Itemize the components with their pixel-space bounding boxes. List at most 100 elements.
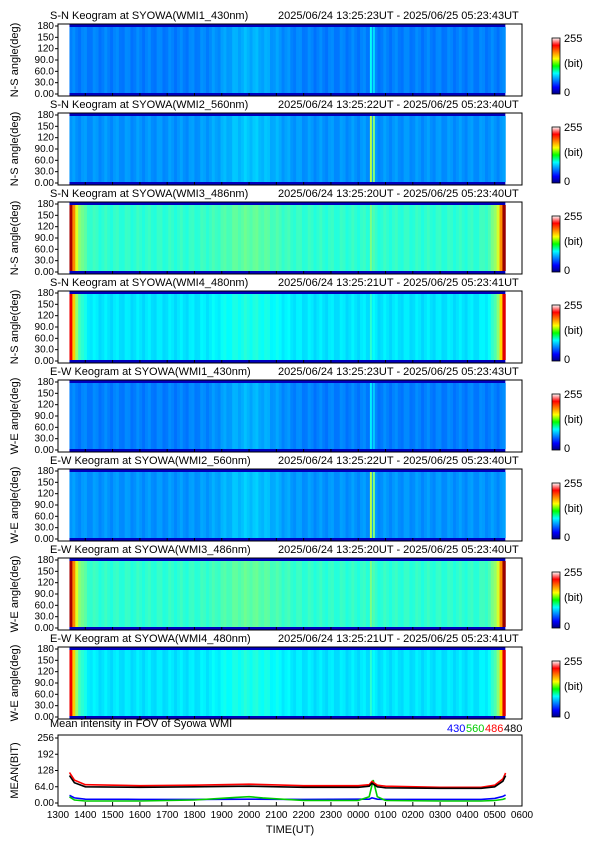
heatmap-column (162, 294, 166, 360)
heatmap-column (214, 383, 219, 449)
colorbar (551, 215, 561, 273)
heatmap-column (455, 205, 460, 271)
heatmap-column (269, 561, 274, 627)
heatmap-column (124, 116, 128, 182)
heatmap-column (182, 561, 187, 627)
heatmap-column (502, 27, 506, 93)
heatmap-column (499, 27, 503, 93)
heatmap-column (458, 294, 463, 360)
heatmap-column (485, 27, 489, 93)
heatmap-column (145, 27, 149, 93)
heatmap-column (179, 383, 184, 449)
heatmap-column (232, 561, 236, 627)
heatmap-column (107, 472, 111, 538)
heatmap-column (165, 561, 169, 627)
heatmap-column (249, 561, 253, 627)
heatmap-column (217, 27, 221, 93)
heatmap-column (470, 561, 474, 627)
heatmap-column (258, 472, 262, 538)
colorbar-max-label: 255 (564, 122, 582, 134)
heatmap-column (485, 294, 489, 360)
heatmap-column (113, 205, 117, 271)
keogram-ytick-label: 30.0 (35, 612, 55, 623)
keogram-ytick-label: 120 (37, 311, 54, 322)
heatmap-column (162, 561, 166, 627)
heatmap-column (272, 27, 277, 93)
heatmap-column (482, 383, 486, 449)
heatmap-column (217, 116, 221, 182)
heatmap-column (473, 205, 477, 271)
heatmap-column (394, 383, 399, 449)
heatmap-column (130, 472, 134, 538)
keogram-ytick-label: 30.0 (35, 523, 55, 534)
keogram-ylabel: N-S angle(deg) (9, 201, 21, 276)
heatmap-column (226, 650, 230, 716)
colorbar-min-label: 0 (564, 532, 570, 544)
heatmap-column (124, 27, 128, 93)
heatmap-column (345, 27, 349, 93)
heatmap-column (389, 205, 393, 271)
heatmap-column (499, 561, 503, 627)
heatmap-column (336, 116, 341, 182)
heatmap-column (145, 294, 149, 360)
heatmap-column (362, 27, 367, 93)
heatmap-column (86, 205, 91, 271)
heatmap-column (426, 27, 431, 93)
heatmap-column (127, 116, 131, 182)
heatmap-column (115, 650, 120, 716)
heatmap-column (333, 650, 338, 716)
heatmap-column (316, 294, 320, 360)
heatmap-column (159, 561, 163, 627)
heatmap-column (238, 472, 242, 538)
heatmap-column (214, 116, 219, 182)
heatmap-column (490, 650, 495, 716)
heatmap-column (142, 383, 146, 449)
heatmap-streak (372, 116, 375, 182)
heatmap-column (345, 116, 349, 182)
heatmap-column (107, 294, 111, 360)
heatmap-column (331, 294, 335, 360)
heatmap-column (185, 294, 190, 360)
heatmap-column (153, 561, 158, 627)
heatmap-column (133, 472, 137, 538)
heatmap-column (197, 383, 201, 449)
heatmap-column (232, 294, 236, 360)
heatmap-column (447, 27, 451, 93)
heatmap-column (284, 561, 288, 627)
heatmap-column (139, 472, 143, 538)
heatmap-column (313, 27, 317, 93)
heatmap-column (403, 650, 407, 716)
heatmap-column (299, 383, 303, 449)
heatmap-column (499, 294, 503, 360)
heatmap-column (499, 205, 503, 271)
heatmap-column (238, 650, 242, 716)
heatmap-column (487, 472, 492, 538)
heatmap-column (147, 561, 152, 627)
heatmap-column (104, 294, 108, 360)
heatmap-streak (372, 294, 375, 360)
heatmap-column (357, 116, 361, 182)
heatmap-column (194, 27, 198, 93)
heatmap-column (223, 27, 227, 93)
heatmap-column (348, 561, 352, 627)
heatmap-column (246, 383, 251, 449)
heatmap-column (380, 561, 384, 627)
heatmap-column (101, 561, 105, 627)
colorbar (551, 37, 561, 95)
heatmap-column (458, 561, 463, 627)
heatmap-column (188, 383, 192, 449)
mean-xtick-label: 0000 (347, 810, 370, 821)
heatmap-column (92, 294, 97, 360)
heatmap-column (83, 205, 88, 271)
heatmap-column (392, 650, 396, 716)
heatmap-column (188, 116, 192, 182)
heatmap-column (351, 383, 355, 449)
heatmap-column (479, 205, 483, 271)
heatmap-column (104, 27, 108, 93)
heatmap-column (258, 650, 262, 716)
heatmap-column (223, 116, 227, 182)
keogram-ytick-label: 90.0 (35, 411, 55, 422)
keogram-ytick-label: 30.0 (35, 434, 55, 445)
heatmap-column (150, 561, 155, 627)
heatmap-column (432, 116, 437, 182)
